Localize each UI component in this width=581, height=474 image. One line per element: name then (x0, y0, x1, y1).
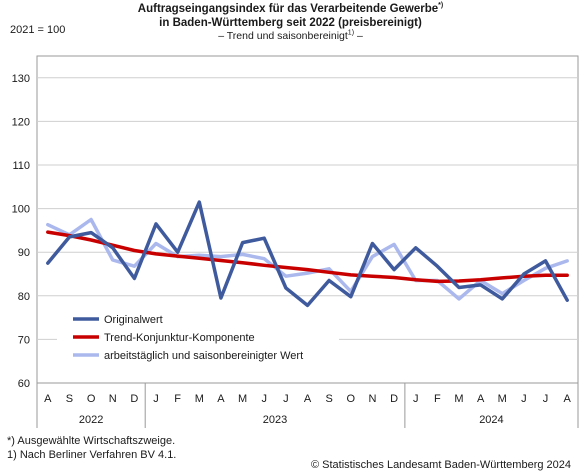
x-tick-label: J (413, 393, 419, 405)
subtitle-end: – (354, 30, 363, 42)
subtitle-text: – Trend und saisonbereinigt (218, 30, 348, 42)
x-tick-label: M (238, 393, 247, 405)
x-tick-label: J (153, 393, 159, 405)
series-line (46, 230, 569, 284)
x-tick-label: J (283, 393, 289, 405)
x-tick-label: D (130, 393, 138, 405)
y-tick-label: 70 (18, 334, 30, 346)
y-tick-label: 60 (18, 378, 30, 390)
x-tick-label: O (346, 393, 355, 405)
x-tick-label: N (368, 393, 376, 405)
title-footnote-mark: *) (438, 2, 444, 10)
year-label: 2024 (479, 414, 503, 426)
x-tick-label: M (454, 393, 463, 405)
x-tick-label: J (261, 393, 267, 405)
subtitle-footnote-mark: 1) (347, 29, 355, 37)
x-tick-label: N (109, 393, 117, 405)
year-label: 2022 (79, 414, 103, 426)
chart-title-line1: Auftragseingangsindex für das Verarbeite… (137, 3, 439, 15)
chart-title-line2: in Baden-Württemberg seit 2022 (preisber… (159, 17, 422, 29)
x-tick-label: A (564, 393, 572, 405)
legend-box (57, 311, 339, 365)
year-label: 2023 (263, 414, 287, 426)
y-tick-label: 100 (12, 204, 30, 216)
legend-label: Trend-Konjunktur-Komponente (104, 332, 255, 344)
x-tick-label: D (390, 393, 398, 405)
chart-title: Auftragseingangsindex für das Verarbeite… (0, 2, 581, 16)
x-tick-label: S (66, 393, 73, 405)
y-tick-label: 110 (12, 160, 30, 172)
footnote-2: 1) Nach Berliner Verfahren BV 4.1. (7, 449, 177, 461)
y-tick-label: 120 (12, 116, 30, 128)
x-tick-label: A (44, 393, 52, 405)
x-tick-label: M (195, 393, 204, 405)
chart-subtitle: – Trend und saisonbereinigt1) – (0, 30, 581, 43)
legend-label: Originalwert (104, 314, 163, 326)
x-tick-label: J (521, 393, 527, 405)
legend-label: arbeitstäglich und saisonbereinigter Wer… (104, 350, 303, 362)
x-tick-label: A (304, 393, 312, 405)
series-line (46, 200, 569, 308)
y-tick-label: 80 (18, 291, 30, 303)
footnote-1: *) Ausgewählte Wirtschaftszweige. (7, 435, 176, 447)
y-tick-label: 130 (12, 73, 30, 85)
x-tick-label: A (217, 393, 225, 405)
x-tick-label: J (543, 393, 549, 405)
y-tick-label: 90 (18, 247, 30, 259)
x-tick-label: O (87, 393, 96, 405)
copyright-credit: © Statistisches Landesamt Baden-Württemb… (310, 459, 571, 471)
x-tick-label: A (477, 393, 485, 405)
x-tick-label: M (498, 393, 507, 405)
x-tick-label: F (174, 393, 181, 405)
y-axis-label: 2021 = 100 (10, 24, 66, 36)
x-tick-label: F (434, 393, 441, 405)
x-tick-label: S (325, 393, 332, 405)
